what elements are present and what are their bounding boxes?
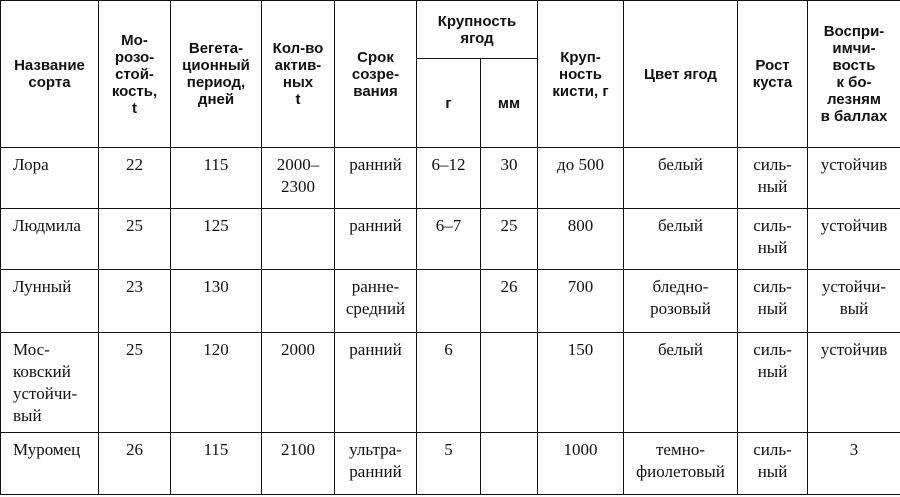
- cell-berry-g: 6: [416, 332, 481, 433]
- cell-color: белый: [623, 332, 738, 433]
- cell-active-temps: [261, 207, 335, 270]
- table-row: Муромец 26 115 2100 ультра- ранний 5 100…: [0, 431, 900, 496]
- cell-disease: устойчив: [807, 207, 900, 270]
- cell-cluster-size: 700: [537, 268, 624, 334]
- header-frost: Мо- розо- стой- кость, t: [98, 0, 171, 148]
- header-name: Название сорта: [0, 0, 99, 148]
- cell-color: темно- фиолетовый: [623, 431, 738, 496]
- cell-growth: силь- ный: [737, 332, 808, 433]
- cell-growth: силь- ный: [737, 431, 808, 496]
- cell-vegetation: 125: [170, 207, 262, 270]
- cell-ripening: ранне- средний: [334, 268, 417, 334]
- cell-berry-mm: 30: [480, 147, 538, 209]
- cell-vegetation: 115: [170, 431, 262, 496]
- cell-cluster-size: 150: [537, 332, 624, 433]
- cell-name: Мос- ковский устойчи- вый: [0, 332, 99, 433]
- cell-ripening: ранний: [334, 332, 417, 433]
- cell-active-temps: 2100: [261, 431, 335, 496]
- cell-active-temps: 2000– 2300: [261, 147, 335, 209]
- cell-active-temps: [261, 268, 335, 334]
- cell-growth: силь- ный: [737, 147, 808, 209]
- header-berry-mm: мм: [480, 58, 538, 148]
- cell-frost: 25: [98, 207, 171, 270]
- cell-frost: 22: [98, 147, 171, 209]
- header-berry-g: г: [416, 58, 481, 148]
- cell-frost: 23: [98, 268, 171, 334]
- header-active-temps: Кол-во актив- ных t: [261, 0, 335, 148]
- cell-growth: силь- ный: [737, 268, 808, 334]
- cell-vegetation: 130: [170, 268, 262, 334]
- cell-vegetation: 115: [170, 147, 262, 209]
- cell-berry-mm: 25: [480, 207, 538, 270]
- cell-ripening: ультра- ранний: [334, 431, 417, 496]
- cell-disease: устойчив: [807, 332, 900, 433]
- cell-frost: 25: [98, 332, 171, 433]
- header-growth: Рост куста: [737, 0, 808, 148]
- cell-frost: 26: [98, 431, 171, 496]
- cell-name: Лунный: [0, 268, 99, 334]
- cell-disease: 3: [807, 431, 900, 496]
- table-row: Людмила 25 125 ранний 6–7 25 800 белый с…: [0, 207, 900, 270]
- table-row: Лунный 23 130 ранне- средний 26 700 блед…: [0, 268, 900, 334]
- cell-active-temps: 2000: [261, 332, 335, 433]
- cell-disease: устойчив: [807, 147, 900, 209]
- header-disease: Воспри- имчи- вость к бо- лезням в балла…: [807, 0, 900, 148]
- cell-color: бледно- розовый: [623, 268, 738, 334]
- cell-name: Муромец: [0, 431, 99, 496]
- cell-berry-g: 5: [416, 431, 481, 496]
- cell-name: Людмила: [0, 207, 99, 270]
- header-ripening: Срок созре- вания: [334, 0, 417, 148]
- cell-disease: устойчи- вый: [807, 268, 900, 334]
- cell-color: белый: [623, 207, 738, 270]
- header-cluster-size: Круп- ность кисти, г: [537, 0, 624, 148]
- cell-ripening: ранний: [334, 207, 417, 270]
- cell-cluster-size: до 500: [537, 147, 624, 209]
- header-color: Цвет ягод: [623, 0, 738, 148]
- cell-growth: силь- ный: [737, 207, 808, 270]
- cell-cluster-size: 1000: [537, 431, 624, 496]
- header-berry-size: Крупность ягод: [416, 0, 538, 59]
- cell-name: Лора: [0, 147, 99, 209]
- table-row: Мос- ковский устойчи- вый 25 120 2000 ра…: [0, 332, 900, 433]
- cell-berry-mm: [480, 332, 538, 433]
- cell-berry-g: 6–12: [416, 147, 481, 209]
- table-row: Лора 22 115 2000– 2300 ранний 6–12 30 до…: [0, 147, 900, 209]
- cell-cluster-size: 800: [537, 207, 624, 270]
- cell-vegetation: 120: [170, 332, 262, 433]
- cell-ripening: ранний: [334, 147, 417, 209]
- cell-berry-g: 6–7: [416, 207, 481, 270]
- cell-berry-g: [416, 268, 481, 334]
- cell-berry-mm: [480, 431, 538, 496]
- cell-berry-mm: 26: [480, 268, 538, 334]
- cell-color: белый: [623, 147, 738, 209]
- header-vegetation: Вегета- ционный период, дней: [170, 0, 262, 148]
